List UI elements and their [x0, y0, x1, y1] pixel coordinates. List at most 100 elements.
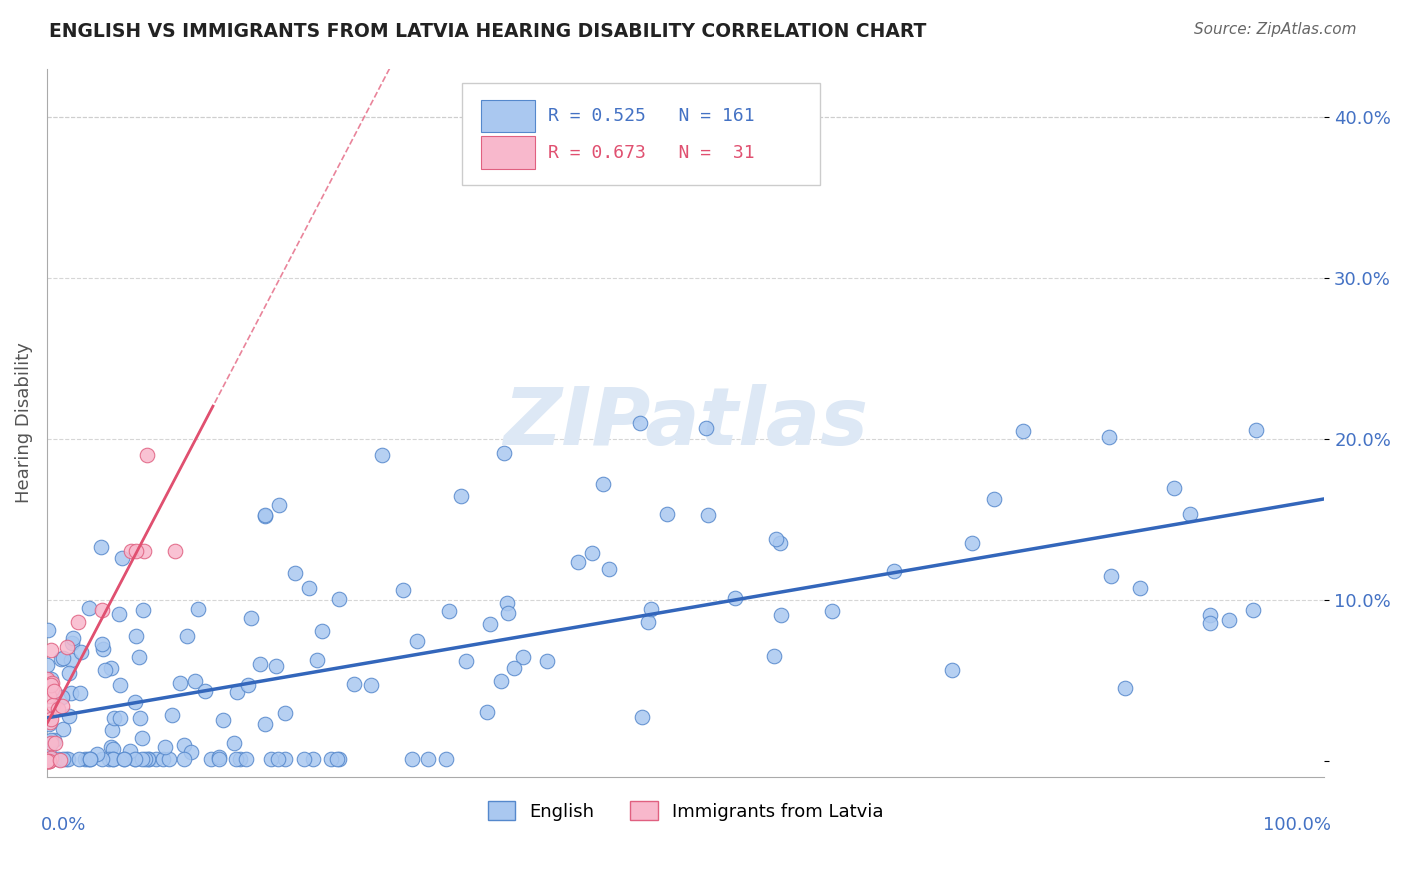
Point — [132, 544, 155, 558]
Point — [67, 752, 90, 766]
Point — [112, 752, 135, 766]
Point — [91, 637, 114, 651]
Point — [274, 752, 297, 766]
Point — [42, 684, 65, 698]
Point — [628, 416, 651, 430]
Point — [38, 740, 60, 755]
Point — [129, 711, 152, 725]
Point — [41, 751, 63, 765]
Point — [173, 752, 195, 766]
Point — [73, 752, 96, 766]
Point — [98, 752, 121, 766]
Point — [100, 661, 122, 675]
Point — [112, 752, 135, 766]
Point — [1114, 681, 1136, 696]
Point — [229, 752, 252, 766]
Point — [37, 673, 59, 688]
Point — [235, 752, 257, 766]
Point — [77, 752, 100, 766]
Point — [77, 601, 100, 615]
Point — [37, 624, 59, 638]
Point — [536, 654, 558, 668]
Point — [489, 674, 512, 689]
FancyBboxPatch shape — [481, 136, 534, 169]
Point — [70, 645, 93, 659]
Point — [66, 615, 89, 630]
Point — [37, 658, 59, 673]
Point — [264, 658, 287, 673]
Point — [120, 544, 142, 558]
Point — [1241, 602, 1264, 616]
Point — [1099, 569, 1122, 583]
Point — [371, 448, 394, 462]
Point — [498, 607, 520, 621]
Point — [267, 498, 290, 512]
Point — [38, 754, 60, 768]
Point — [724, 591, 747, 606]
Point — [434, 752, 457, 766]
Point — [311, 624, 333, 638]
Point — [401, 752, 423, 766]
Point — [180, 745, 202, 759]
Point — [124, 752, 146, 766]
Point — [56, 640, 79, 654]
Point — [240, 611, 263, 625]
Point — [208, 752, 231, 766]
Point — [55, 752, 77, 766]
Point — [38, 754, 60, 768]
Point — [169, 676, 191, 690]
Text: 100.0%: 100.0% — [1263, 815, 1331, 833]
Point — [38, 717, 60, 731]
Point — [1129, 581, 1152, 595]
Point — [194, 684, 217, 698]
Point — [39, 732, 62, 747]
Point — [58, 752, 80, 766]
Y-axis label: Hearing Disability: Hearing Disability — [15, 343, 32, 503]
Point — [52, 651, 75, 665]
Point — [225, 684, 247, 698]
Point — [983, 491, 1005, 506]
Point — [1012, 425, 1035, 439]
FancyBboxPatch shape — [481, 100, 534, 132]
Point — [883, 564, 905, 578]
Point — [249, 657, 271, 672]
Point — [90, 603, 112, 617]
Point — [260, 752, 283, 766]
Point — [284, 566, 307, 581]
Point — [1218, 614, 1240, 628]
Point — [124, 694, 146, 708]
Point — [406, 634, 429, 648]
Point — [101, 752, 124, 766]
Point — [416, 752, 439, 766]
Point — [697, 508, 720, 522]
Point — [52, 752, 75, 766]
Point — [319, 752, 342, 766]
Point — [41, 675, 63, 690]
Point — [763, 649, 786, 664]
Point — [294, 752, 316, 766]
Point — [266, 752, 288, 766]
Point — [132, 603, 155, 617]
Point — [941, 663, 963, 677]
Point — [39, 712, 62, 726]
Point — [454, 654, 477, 668]
Point — [236, 678, 259, 692]
Text: Source: ZipAtlas.com: Source: ZipAtlas.com — [1194, 22, 1357, 37]
Point — [328, 752, 350, 766]
Point — [392, 582, 415, 597]
Point — [94, 663, 117, 677]
Point — [107, 607, 129, 622]
Point — [52, 723, 75, 737]
Point — [128, 650, 150, 665]
Point — [450, 490, 472, 504]
Point — [187, 602, 209, 616]
Point — [160, 707, 183, 722]
Point — [695, 421, 717, 435]
Point — [1244, 423, 1267, 437]
Point — [222, 735, 245, 749]
Point — [38, 715, 60, 730]
Point — [37, 754, 59, 768]
Point — [101, 752, 124, 766]
Point — [90, 540, 112, 554]
Point — [302, 752, 325, 766]
